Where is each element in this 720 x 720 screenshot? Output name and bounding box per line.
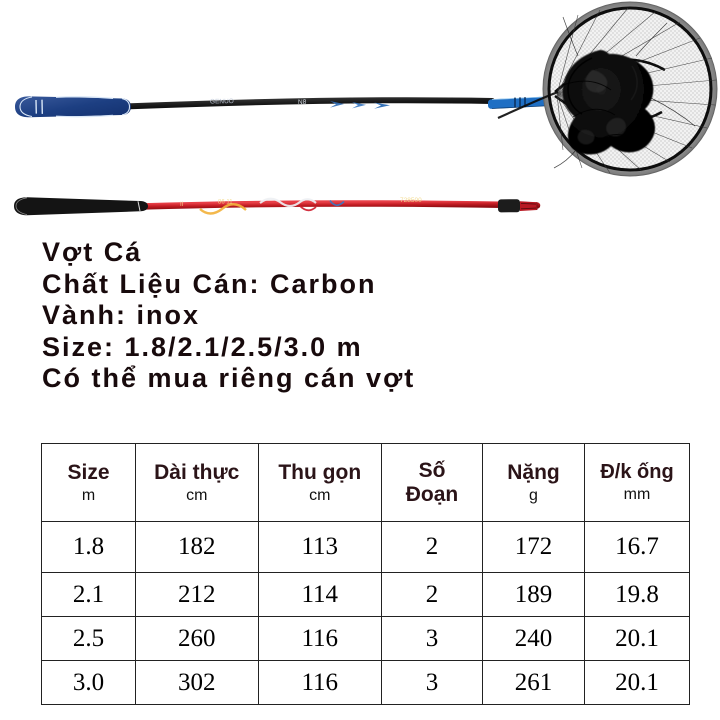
svg-text:II: II	[180, 202, 184, 208]
svg-text:728500: 728500	[400, 197, 422, 204]
svg-text:GENUO: GENUO	[210, 98, 234, 105]
svg-text:86 11: 86 11	[218, 200, 233, 206]
svg-text:N8: N8	[298, 99, 307, 106]
